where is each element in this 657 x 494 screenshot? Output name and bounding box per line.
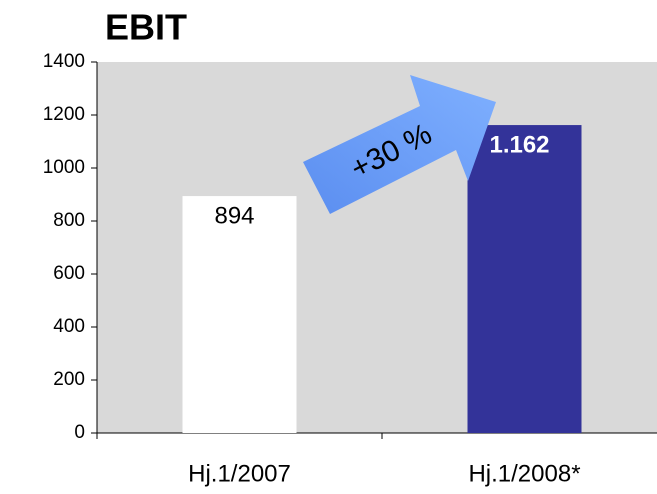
bar [182, 196, 297, 433]
y-tick-label: 0 [74, 422, 85, 443]
y-tick-label: 1200 [43, 104, 85, 125]
y-tick-label: 800 [53, 210, 85, 231]
x-tick-label: Hj.1/2007 [188, 460, 291, 487]
y-tick-label: 1400 [43, 51, 85, 72]
arrow [303, 75, 496, 214]
y-tick-label: 600 [53, 263, 85, 284]
y-tick-label: 400 [53, 316, 85, 337]
y-tick-label: 1000 [43, 157, 85, 178]
value-label: 1.162 [489, 131, 549, 158]
bar [467, 125, 582, 433]
y-tick-label: 200 [53, 369, 85, 390]
chart-title: EBIT [105, 7, 187, 48]
value-label: 894 [214, 202, 254, 229]
x-tick-label: Hj.1/2008* [468, 460, 580, 487]
